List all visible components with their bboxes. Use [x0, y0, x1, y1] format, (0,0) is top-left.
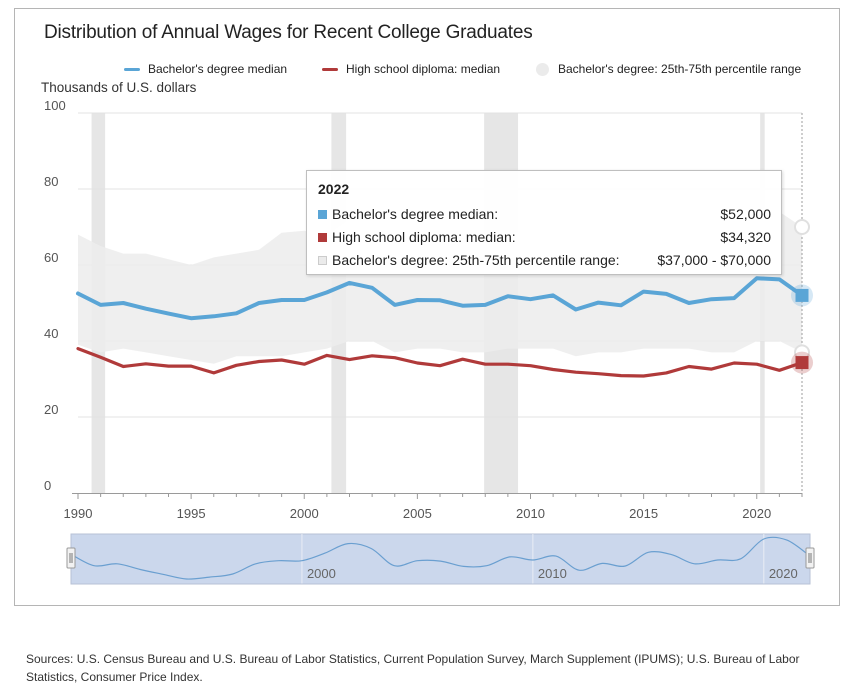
navigator-label: 2020 — [769, 566, 798, 581]
tooltip-swatch — [318, 255, 327, 265]
navigator-label: 2000 — [307, 566, 336, 581]
data-tooltip: 2022 Bachelor's degree median: $52,000 H… — [306, 170, 782, 275]
range-high-marker — [794, 219, 810, 235]
x-tick-label: 2000 — [290, 506, 319, 521]
legend-dot-icon — [536, 62, 549, 76]
y-tick-label: 40 — [44, 326, 58, 341]
handle-grip-icon — [66, 547, 76, 569]
tooltip-row-value: $34,320 — [720, 229, 771, 245]
y-tick-label: 0 — [44, 478, 51, 493]
y-tick-label: 60 — [44, 250, 58, 265]
highschool-hover-marker — [795, 356, 809, 370]
legend-label: Bachelor's degree: 25th-75th percentile … — [558, 62, 802, 76]
y-tick-label: 100 — [44, 98, 66, 113]
x-tick-label: 2005 — [403, 506, 432, 521]
x-tick-label: 2010 — [516, 506, 545, 521]
x-tick-label: 1990 — [64, 506, 93, 521]
x-tick-label: 2020 — [742, 506, 771, 521]
tooltip-row-label: High school diploma: median: — [332, 229, 516, 245]
tooltip-row-range: Bachelor's degree: 25th-75th percentile … — [318, 251, 771, 269]
tooltip-row-value: $37,000 - $70,000 — [657, 252, 771, 268]
y-axis-unit-label: Thousands of U.S. dollars — [41, 80, 197, 95]
navigator-series-line — [70, 536, 811, 580]
bachelor-hover-marker — [795, 288, 809, 302]
tooltip-row-label: Bachelor's degree median: — [332, 206, 499, 222]
legend-line-icon — [124, 67, 140, 71]
navigator-label: 2010 — [538, 566, 567, 581]
x-tick-label: 1995 — [177, 506, 206, 521]
legend-item-bachelor-median[interactable]: Bachelor's degree median — [124, 62, 287, 76]
legend-label: Bachelor's degree median — [148, 62, 288, 76]
y-tick-label: 20 — [44, 402, 58, 417]
tooltip-swatch — [318, 209, 327, 219]
tooltip-row-highschool: High school diploma: median: $34,320 — [318, 228, 771, 246]
handle-grip-icon — [805, 547, 815, 569]
chart-title: Distribution of Annual Wages for Recent … — [44, 22, 533, 43]
navigator-right-handle[interactable] — [805, 547, 815, 569]
legend-item-percentile-range[interactable]: Bachelor's degree: 25th-75th percentile … — [536, 62, 801, 76]
legend-line-icon — [322, 67, 338, 71]
tooltip-row-label: Bachelor's degree: 25th-75th percentile … — [332, 252, 620, 268]
bachelor-median-line — [76, 276, 804, 321]
highschool-median-line — [76, 347, 804, 378]
legend-item-highschool-median[interactable]: High school diploma: median — [322, 62, 500, 76]
chart-legend: Bachelor's degree median High school dip… — [0, 62, 854, 78]
sources-footnote: Sources: U.S. Census Bureau and U.S. Bur… — [26, 652, 800, 684]
tooltip-row-value: $52,000 — [720, 206, 771, 222]
chart-plot-area: 0 20 40 60 80 100 1990 1995 2000 2005 2010 2015 202… — [44, 98, 815, 585]
navigator-selection — [70, 533, 811, 585]
x-tick-label: 2015 — [629, 506, 658, 521]
tooltip-title: 2022 — [318, 181, 350, 197]
legend-label: High school diploma: median — [346, 62, 501, 76]
tooltip-row-bachelor: Bachelor's degree median: $52,000 — [318, 205, 771, 223]
y-tick-label: 80 — [44, 174, 58, 189]
tooltip-swatch — [318, 232, 327, 242]
navigator-left-handle[interactable] — [66, 547, 76, 569]
